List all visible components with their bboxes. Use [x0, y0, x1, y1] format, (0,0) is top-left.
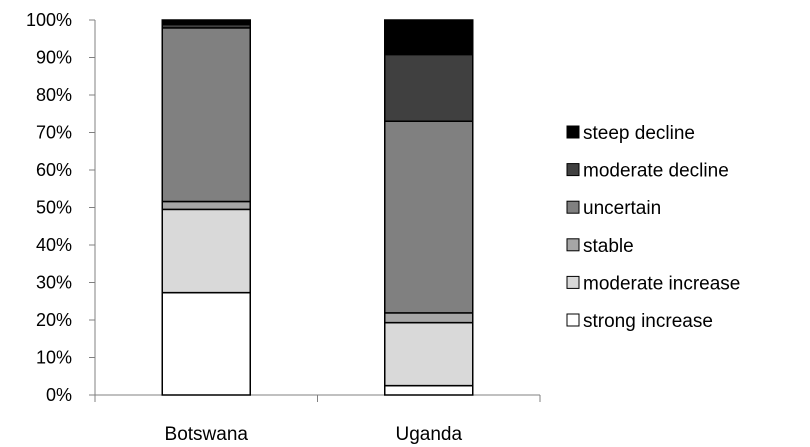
- bar-segment-moderate-increase: [161, 208, 251, 294]
- bars: [161, 19, 474, 396]
- bar-segment-strong-increase: [161, 291, 251, 396]
- bar-segment-moderate-increase: [384, 321, 474, 387]
- x-category-label: Botswana: [165, 424, 249, 445]
- y-tick-label: 0%: [46, 385, 72, 405]
- legend-swatch: [566, 163, 580, 177]
- legend-label: uncertain: [583, 198, 661, 219]
- y-tick-label: 80%: [36, 85, 72, 105]
- legend-label: strong increase: [583, 311, 713, 332]
- legend-swatch: [566, 200, 580, 214]
- y-tick-label: 50%: [36, 198, 72, 218]
- x-axis: Botswana Uganda: [94, 394, 541, 445]
- bar-segment-uncertain: [161, 27, 251, 203]
- legend-swatch: [566, 313, 580, 327]
- y-tick-label: 30%: [36, 273, 72, 293]
- y-tick-label: 40%: [36, 235, 72, 255]
- bar-segment-strong-increase: [384, 384, 474, 396]
- x-category-label: Uganda: [395, 424, 462, 445]
- y-tick-label: 70%: [36, 123, 72, 143]
- legend-label: steep decline: [583, 123, 695, 144]
- y-tick-label: 10%: [36, 348, 72, 368]
- legend-label: moderate decline: [583, 161, 729, 182]
- y-tick-label: 20%: [36, 310, 72, 330]
- y-tick-label: 100%: [26, 10, 72, 30]
- bar-segment-stable: [384, 312, 474, 324]
- legend-label: moderate increase: [583, 273, 740, 294]
- legend-swatch: [566, 125, 580, 139]
- bar-segment-moderate-decline: [384, 53, 474, 122]
- bar-segment-uncertain: [384, 120, 474, 314]
- legend-swatch: [566, 275, 580, 289]
- bar-segment-stable: [161, 200, 251, 211]
- legend: steep decline moderate decline uncertain st…: [566, 123, 740, 332]
- bar-segment-steep-decline: [384, 19, 474, 56]
- y-axis: 0% 10% 20% 30% 40% 50% 60% 70% 80% 90% 100%: [26, 10, 96, 405]
- legend-label: stable: [583, 236, 634, 257]
- y-tick-label: 90%: [36, 48, 72, 68]
- y-tick-label: 60%: [36, 160, 72, 180]
- legend-swatch: [566, 238, 580, 252]
- bar-segment-steep-decline: [161, 19, 251, 26]
